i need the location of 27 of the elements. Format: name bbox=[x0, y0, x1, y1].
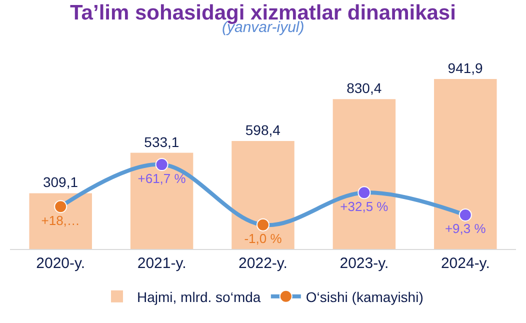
bar bbox=[332, 99, 396, 249]
data-label: +32,5 % bbox=[340, 198, 389, 214]
point bbox=[155, 158, 168, 172]
x-tick-label: 2021-y. bbox=[137, 255, 186, 272]
x-tick-label: 2022-y. bbox=[238, 255, 288, 272]
bar bbox=[434, 79, 497, 249]
data-label: 830,4 bbox=[346, 80, 382, 96]
data-label: +61,7 % bbox=[138, 170, 186, 186]
point bbox=[458, 208, 472, 222]
point bbox=[256, 218, 270, 232]
point bbox=[358, 186, 371, 200]
point bbox=[54, 200, 68, 214]
data-label: 941,9 bbox=[448, 60, 484, 76]
data-label: -1,0 % bbox=[244, 231, 282, 246]
data-label: +18,… bbox=[41, 212, 80, 228]
data-label: 598,4 bbox=[245, 122, 281, 138]
data-label: 309,1 bbox=[42, 174, 78, 190]
data-label: 533,1 bbox=[144, 134, 180, 150]
x-tick-label: 2020-y. bbox=[36, 255, 86, 272]
legend-label: O‘sishi (kamayishi) bbox=[306, 288, 424, 305]
x-tick-label: 2024-y. bbox=[440, 255, 490, 272]
bar bbox=[130, 152, 194, 249]
bar bbox=[232, 141, 294, 249]
data-label: +9,3 % bbox=[444, 221, 486, 236]
legend-label: Hajmi, mlrd. so‘mda bbox=[137, 288, 261, 305]
x-tick-label: 2023-y. bbox=[340, 255, 389, 272]
bar bbox=[29, 193, 92, 249]
